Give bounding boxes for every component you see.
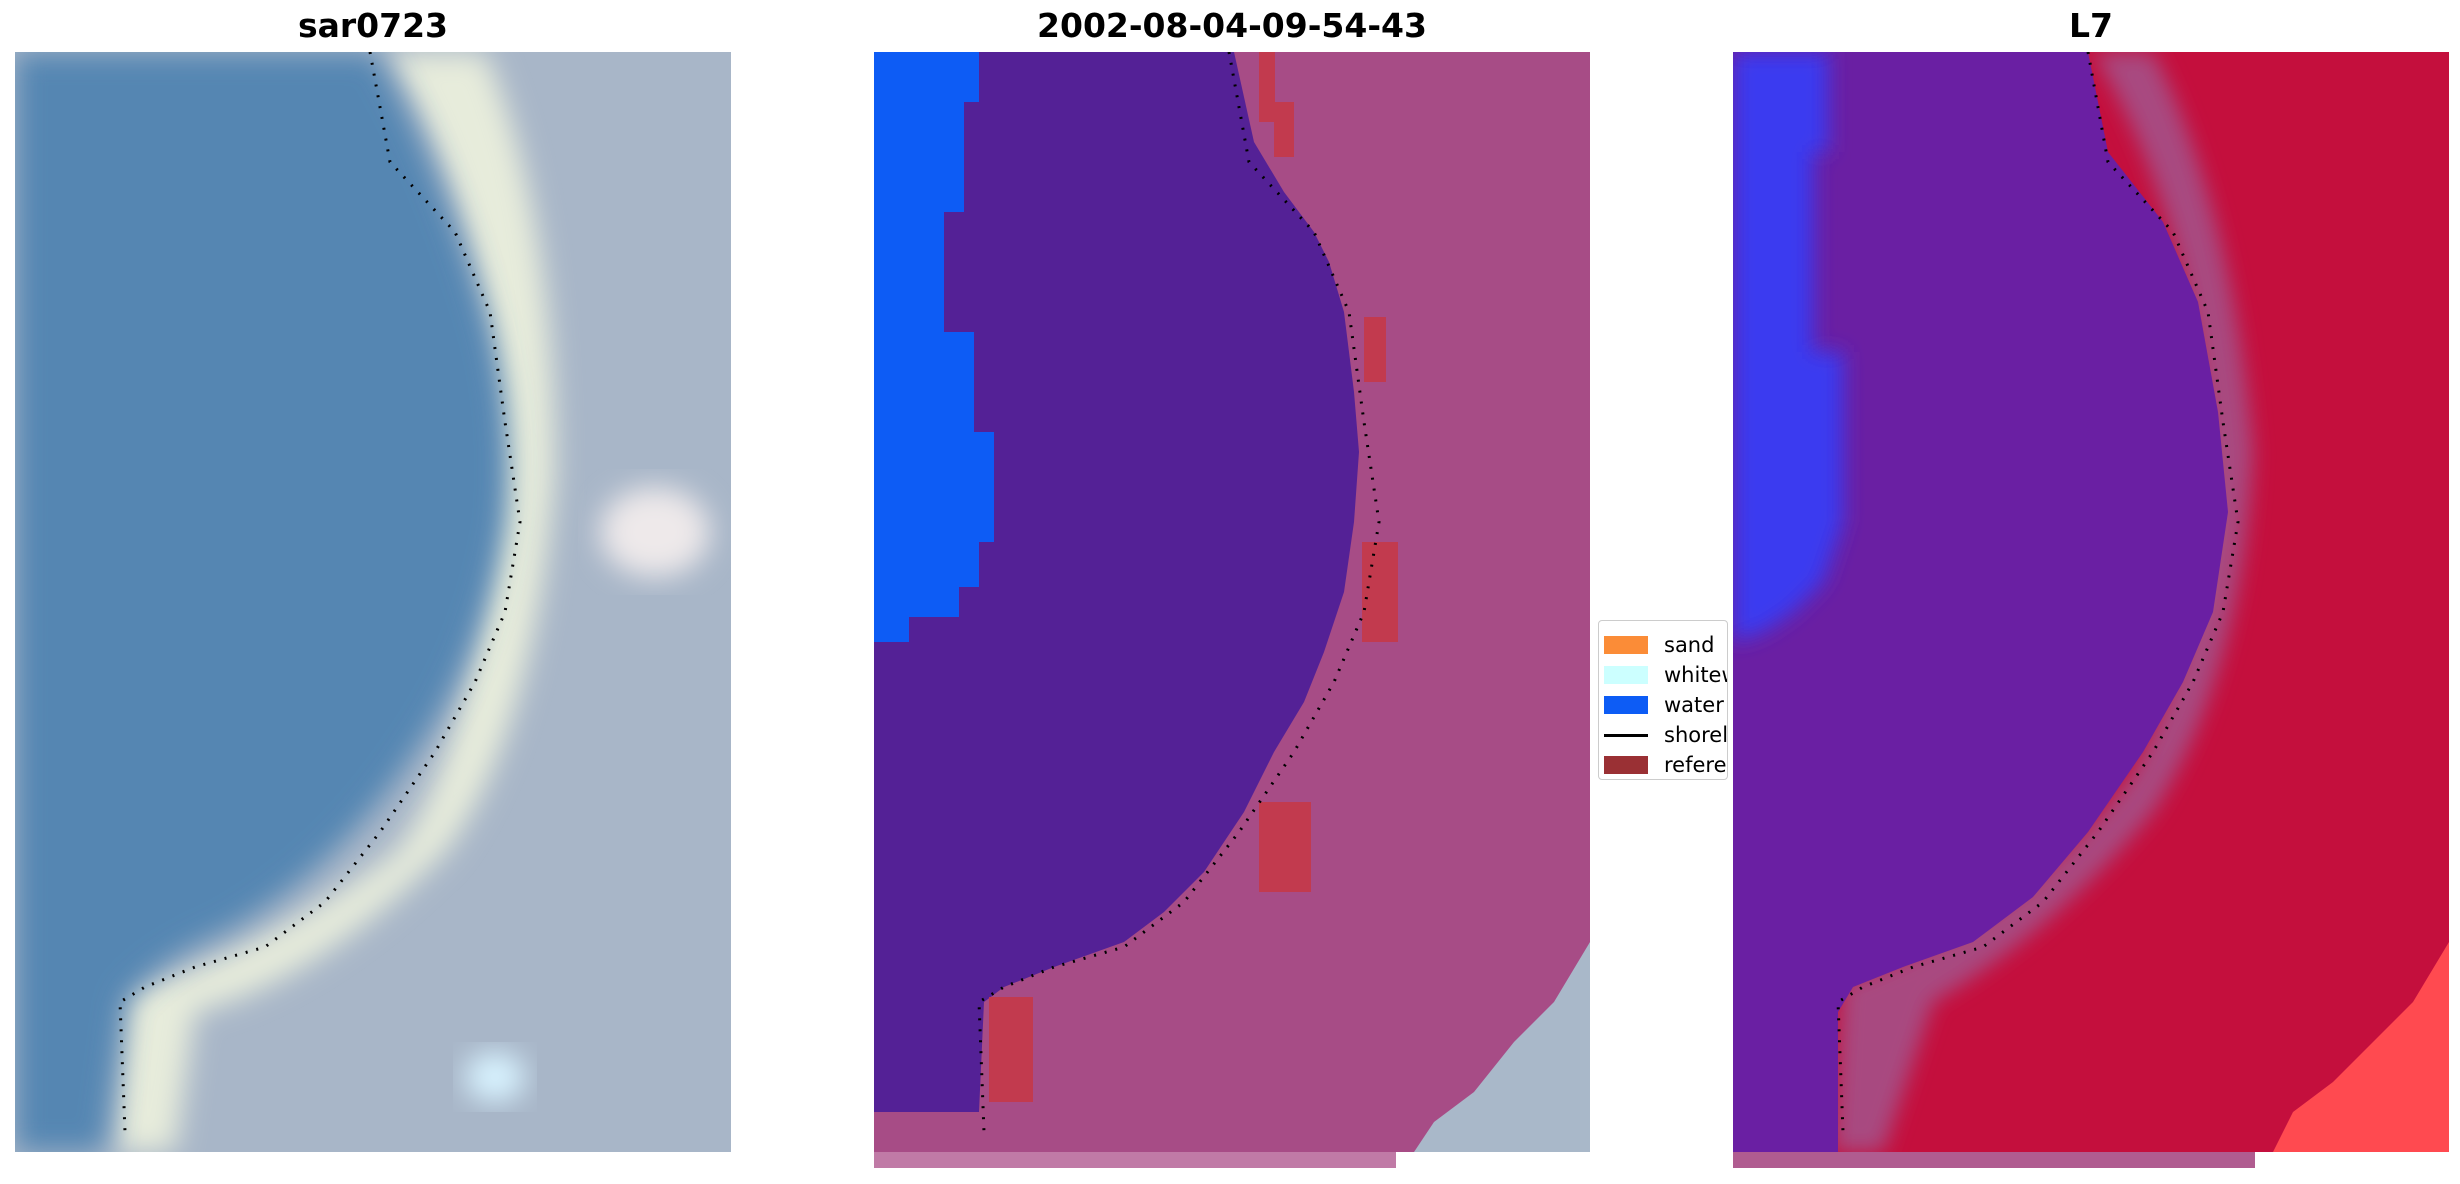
legend-line-shoreline xyxy=(1604,733,1648,737)
legend-label-reference: referer xyxy=(1664,753,1727,777)
rgb-image xyxy=(15,52,731,1152)
legend-swatch-water xyxy=(1604,696,1648,714)
unclassified-corner xyxy=(1414,942,1590,1152)
legend-label-water: water xyxy=(1664,693,1724,717)
water-area xyxy=(15,52,508,1152)
classification-image xyxy=(874,52,1590,1152)
legend-label-sand: sand xyxy=(1664,633,1715,657)
reference-patch xyxy=(989,997,1033,1102)
water-mask-class xyxy=(874,52,1359,1112)
l7-panel xyxy=(1733,52,2449,1152)
bright-spot xyxy=(465,1052,525,1102)
l7-image xyxy=(1733,52,2449,1152)
legend-swatch-reference xyxy=(1604,756,1648,774)
legend-label-shoreline: shorel xyxy=(1664,723,1728,747)
l7-bottom-strip xyxy=(1733,1152,2255,1168)
classification-bottom-strip xyxy=(874,1152,1396,1168)
reference-patch xyxy=(1364,317,1386,382)
panel-title-classification: 2002-08-04-09-54-43 xyxy=(1037,6,1427,45)
l7-bright-corner xyxy=(2273,942,2449,1152)
l7-transition-band xyxy=(1833,52,2253,1152)
beach-band xyxy=(115,52,555,1152)
water-class xyxy=(874,52,994,642)
reference-patch xyxy=(1259,802,1311,892)
l7-water-purple xyxy=(1733,52,2228,1152)
l7-water-blue xyxy=(1733,52,1843,642)
legend-swatch-sand xyxy=(1604,636,1648,654)
reference-patch xyxy=(1259,52,1275,122)
bright-patch xyxy=(600,487,710,577)
rgb-image-panel xyxy=(15,52,731,1152)
reference-patch xyxy=(1362,542,1398,642)
panel-title-l7: L7 xyxy=(2069,6,2113,45)
reference-patch xyxy=(1274,102,1294,157)
classification-panel xyxy=(874,52,1590,1152)
panel-title-rgb: sar0723 xyxy=(297,6,449,45)
legend-swatch-whitewater xyxy=(1604,666,1648,684)
